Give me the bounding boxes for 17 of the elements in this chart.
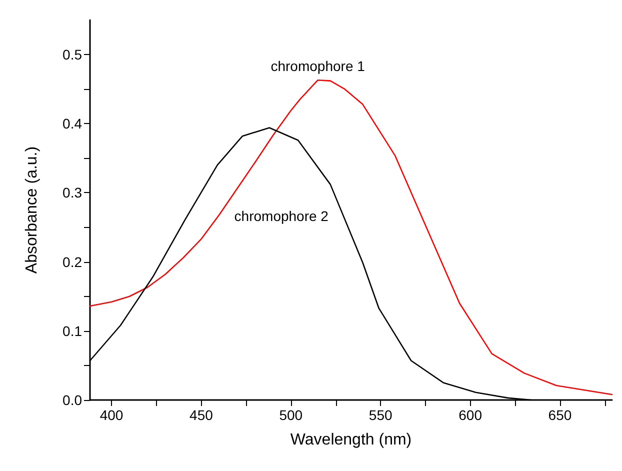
y-tick-label: 0.3 <box>62 184 82 201</box>
x-axis-title: Wavelength (nm) <box>290 432 412 448</box>
y-tick-label: 0.4 <box>62 116 82 132</box>
x-tick-label: 650 <box>548 407 572 423</box>
y-tick-label: 0.5 <box>62 46 82 63</box>
y-axis-title: Absorbance (a.u.) <box>24 146 40 274</box>
series-label: chromophore 2 <box>234 208 329 224</box>
x-tick-label: 550 <box>368 407 392 423</box>
y-tick-label: 0.1 <box>62 322 82 339</box>
y-tick-label: 0.0 <box>62 392 82 408</box>
x-tick-label: 500 <box>279 407 303 423</box>
x-tick-label: 450 <box>190 407 214 423</box>
line-series <box>89 79 613 396</box>
y-tick-label: 0.2 <box>62 254 82 270</box>
series-label: chromophore 1 <box>270 58 366 74</box>
x-tick-label: 400 <box>100 407 124 423</box>
x-tick-label: 600 <box>458 407 482 423</box>
